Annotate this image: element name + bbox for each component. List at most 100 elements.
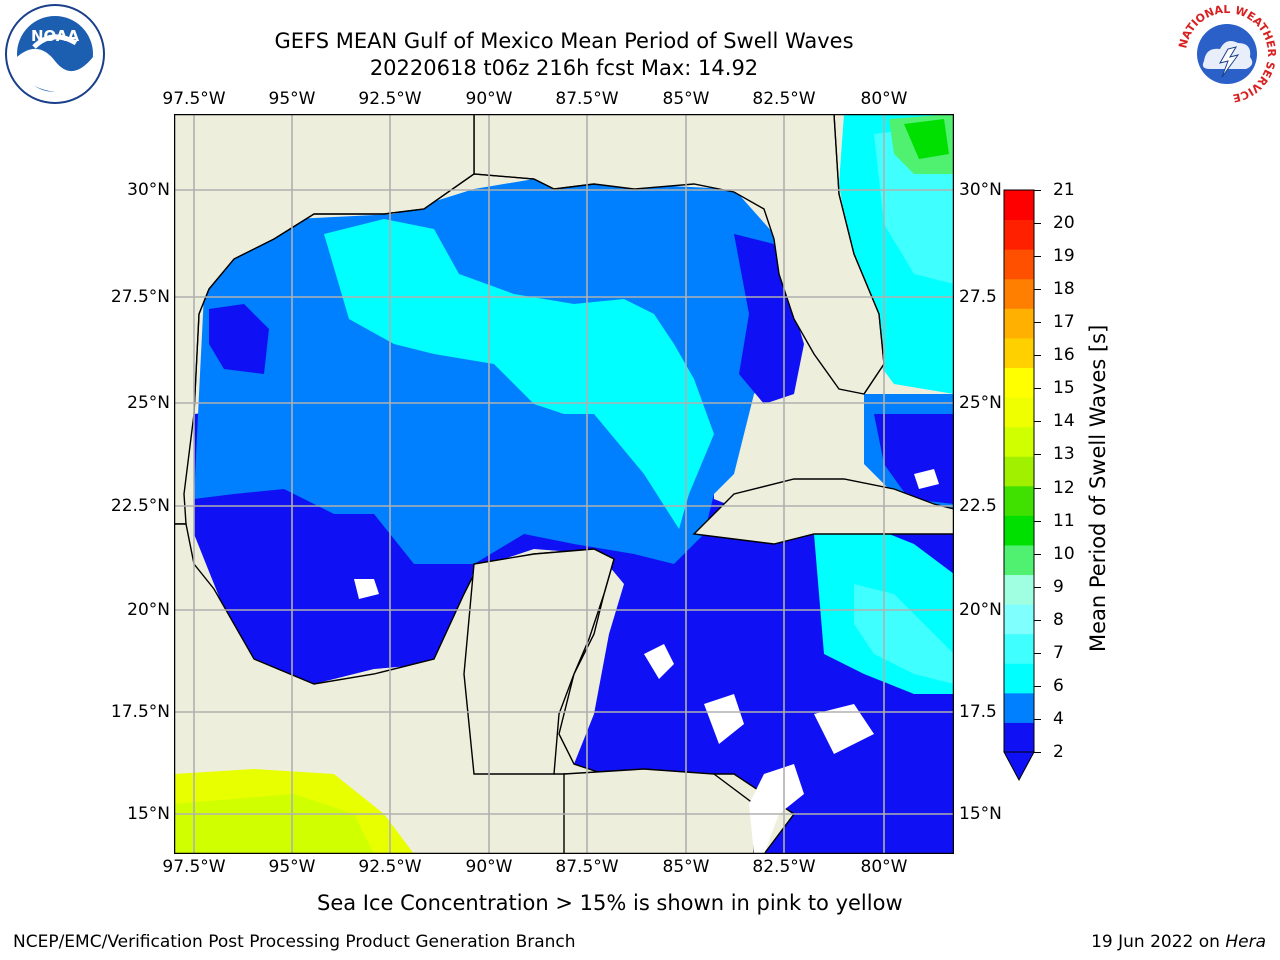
lat-label-right-5: 17.5	[959, 702, 997, 722]
footer-left: NCEP/EMC/Verification Post Processing Pr…	[13, 932, 576, 952]
colorbar-swatch	[1004, 367, 1034, 398]
lon-label-top-0: 97.5°W	[162, 89, 226, 109]
colorbar-tick-mark	[1034, 256, 1041, 258]
colorbar-tick-label: 4	[1053, 708, 1064, 729]
lon-label-top-1: 95°W	[268, 89, 316, 109]
colorbar-swatch	[1004, 337, 1034, 368]
lon-label-top-5: 85°W	[662, 89, 710, 109]
colorbar-tick-mark	[1034, 487, 1041, 489]
missing-data-patch-5	[354, 579, 379, 599]
chart-title-line2: 20220618 t06z 216h fcst Max: 14.92	[369, 56, 759, 80]
colorbar-swatch	[1004, 633, 1034, 664]
lon-label-top-4: 87.5°W	[555, 89, 619, 109]
missing-data-patch-3	[814, 704, 874, 754]
colorbar-swatch	[1004, 397, 1034, 428]
colorbar-tick-mark	[1034, 355, 1041, 357]
footer-host: Hera	[1225, 932, 1266, 952]
western-dark-patch	[209, 304, 269, 374]
noaa-logo: NOAA	[5, 4, 105, 104]
colorbar-extend-arrow	[1003, 751, 1035, 782]
coastline-florida-east	[833, 114, 885, 395]
colorbar-tick-label: 6	[1053, 675, 1064, 696]
lon-label-bottom-7: 80°W	[860, 857, 908, 877]
pacific-light-yellow-region	[174, 794, 374, 854]
noaa-logo-text: NOAA	[31, 27, 80, 45]
atlantic-bright-green-region	[904, 119, 949, 159]
colorbar-swatch	[1004, 456, 1034, 487]
lon-label-bottom-3: 90°W	[465, 857, 513, 877]
colorbar-swatches	[1004, 190, 1034, 753]
colorbar-tick-mark	[1034, 752, 1041, 753]
colorbar-tick-label: 17	[1053, 312, 1075, 333]
lat-label-right-1: 27.5	[959, 287, 997, 307]
chart-title-line1: GEFS MEAN Gulf of Mexico Mean Period of …	[274, 29, 854, 53]
colorbar-swatch	[1004, 485, 1034, 516]
footer-right: 19 Jun 2022 on Hera	[1091, 932, 1266, 952]
colorbar-tick-label: 20	[1053, 213, 1075, 234]
cuba-island	[692, 478, 954, 545]
colorbar-swatch	[1004, 604, 1034, 635]
colorbar-tick-label: 7	[1053, 642, 1064, 663]
colorbar-title: Mean Period of Swell Waves [s]	[1086, 324, 1110, 652]
lat-label-left-6: 15°N	[127, 804, 170, 824]
colorbar-tick-label: 18	[1053, 279, 1075, 300]
missing-data-patch-1	[644, 644, 674, 679]
lon-label-bottom-2: 92.5°W	[358, 857, 422, 877]
nws-logo: NATIONAL WEATHER SERVICE	[1176, 3, 1278, 105]
colorbar-tick-mark	[1034, 322, 1041, 324]
colorbar-tick-label: 21	[1053, 180, 1075, 200]
lat-label-right-4: 20°N	[959, 600, 1002, 620]
colorbar-tick-label: 15	[1053, 378, 1075, 399]
lat-label-right-0: 30°N	[959, 180, 1002, 200]
east-shelf-dark-patch	[734, 234, 804, 404]
colorbar-swatch	[1004, 249, 1034, 280]
colorbar-swatch	[1004, 190, 1034, 221]
coastline-texas	[193, 173, 595, 415]
lat-label-left-3: 22.5°N	[110, 496, 170, 516]
missing-data-patch-6	[914, 469, 939, 489]
colorbar-swatch	[1004, 574, 1034, 605]
colorbar-tick-label: 11	[1053, 510, 1075, 531]
colorbar-tick-label: 8	[1053, 609, 1064, 630]
colorbar-tick-mark	[1034, 685, 1041, 687]
caribbean-light-cyan-region	[854, 584, 954, 684]
lat-label-right-6: 15°N	[959, 804, 1002, 824]
lon-label-bottom-6: 82.5°W	[752, 857, 816, 877]
colorbar-tick-mark	[1034, 652, 1041, 654]
colorbar-tick-mark	[1034, 190, 1041, 191]
colorbar-tick-mark	[1034, 586, 1041, 588]
colorbar-swatch	[1004, 308, 1034, 339]
lon-label-top-3: 90°W	[465, 89, 513, 109]
gulf-of-mexico-map	[174, 114, 954, 854]
colorbar-tick-label: 13	[1053, 444, 1075, 465]
colorbar-tick-label: 2	[1053, 742, 1064, 762]
lat-label-left-4: 20°N	[127, 600, 170, 620]
colorbar-tick-label: 9	[1053, 576, 1064, 597]
colorbar-swatch	[1004, 219, 1034, 250]
map-gridlines	[174, 114, 954, 854]
colorbar-tick-mark	[1034, 619, 1041, 621]
lon-label-bottom-0: 97.5°W	[162, 857, 226, 877]
colorbar-swatch	[1004, 692, 1034, 723]
colorbar-tick-label: 19	[1053, 246, 1075, 267]
colorbar-swatch	[1004, 663, 1034, 694]
colorbar-tick-mark	[1034, 553, 1041, 555]
colorbar-swatch	[1004, 515, 1034, 546]
colorbar-tick-mark	[1034, 388, 1041, 390]
colorbar-swatch	[1004, 426, 1034, 457]
missing-data-patch-4	[749, 764, 804, 854]
colorbar-tick-mark	[1034, 520, 1041, 522]
colorbar-tick-label: 16	[1053, 345, 1075, 366]
lon-label-bottom-5: 85°W	[662, 857, 710, 877]
missing-data-patch-2	[704, 694, 744, 744]
colorbar-tick-mark	[1034, 223, 1041, 225]
sea-ice-note: Sea Ice Concentration > 15% is shown in …	[317, 891, 903, 915]
lat-label-right-2: 25°N	[959, 393, 1002, 413]
lon-label-top-6: 82.5°W	[752, 89, 816, 109]
colorbar-tick-mark	[1034, 289, 1041, 291]
colorbar-tick-mark	[1034, 454, 1041, 456]
lon-label-bottom-1: 95°W	[268, 857, 316, 877]
colorbar-labels: 21 20 19 18 17 16 15 14 13 12 11 10 9 8 7 6 4 2	[1034, 180, 1103, 770]
footer-date: 19 Jun 2022 on	[1091, 932, 1226, 952]
colorbar-tick-mark	[1034, 718, 1041, 720]
